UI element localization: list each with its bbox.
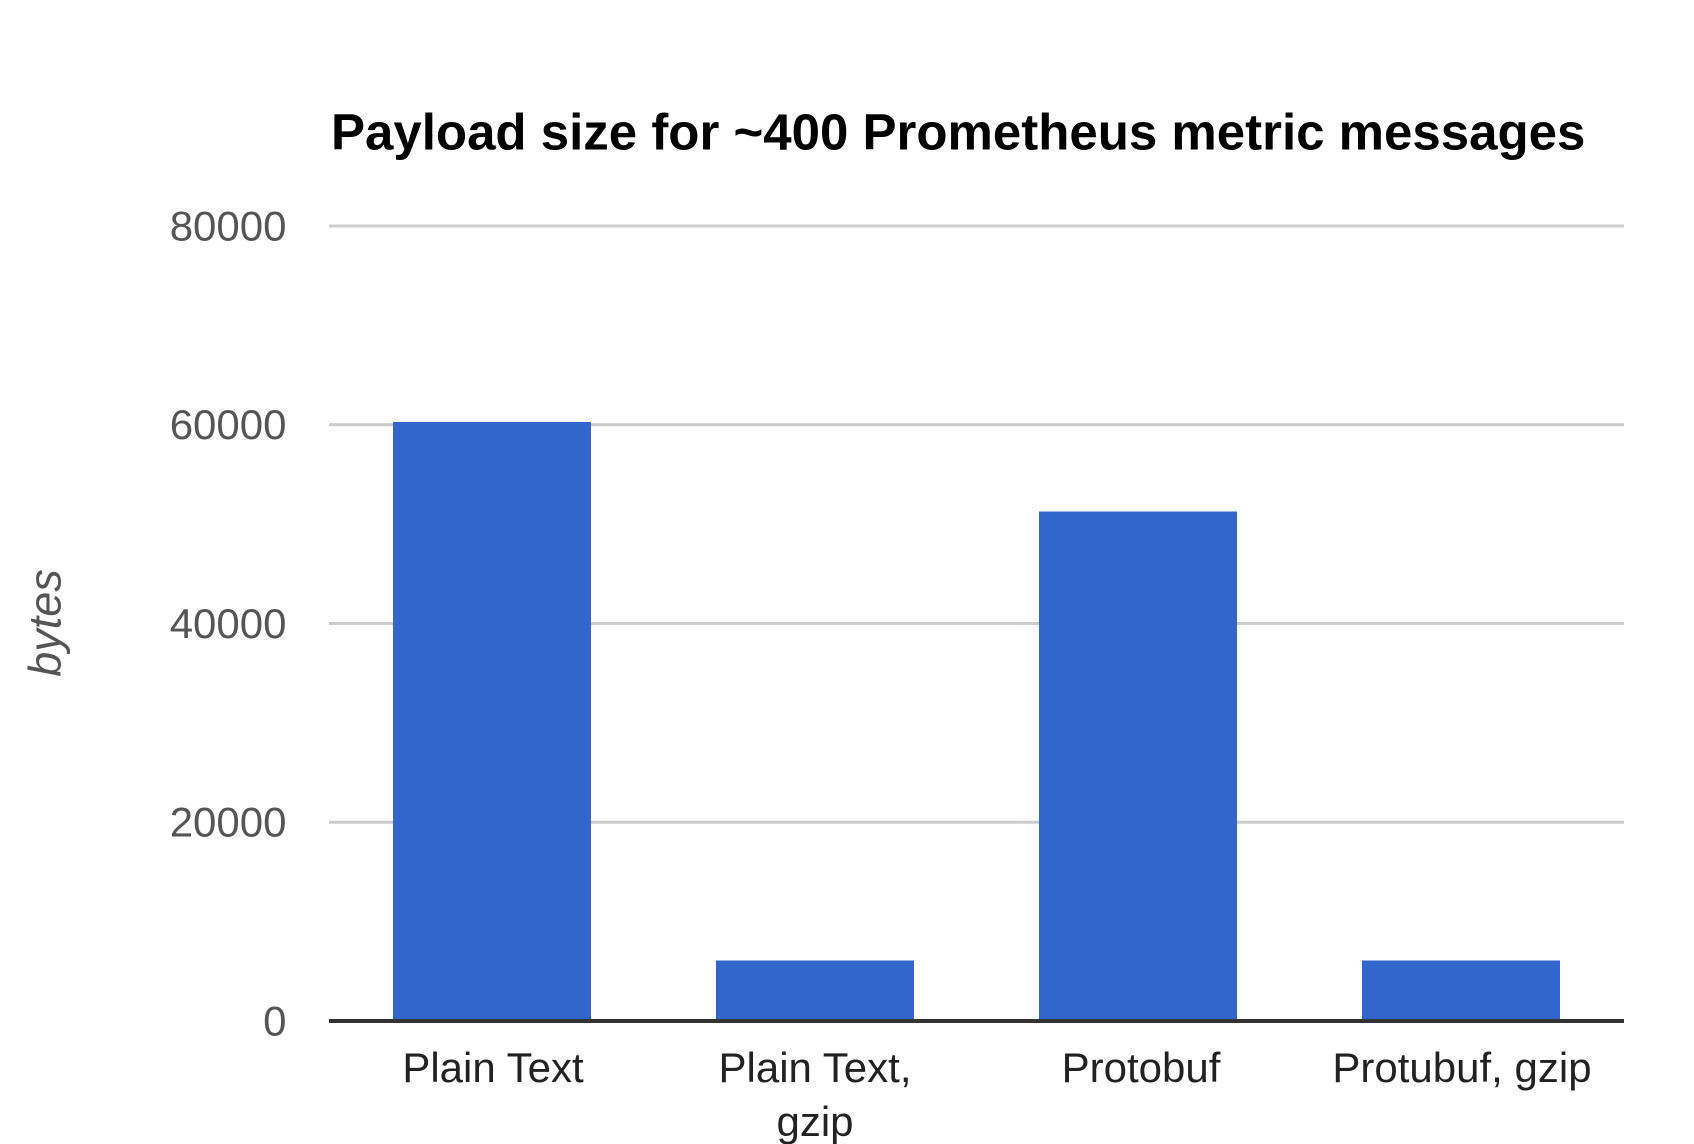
svg-text:Protubuf, gzip: Protubuf, gzip <box>1332 1044 1591 1091</box>
svg-text:gzip: gzip <box>776 1098 853 1144</box>
svg-text:60000: 60000 <box>170 401 287 448</box>
svg-text:bytes: bytes <box>20 569 71 677</box>
svg-text:80000: 80000 <box>170 203 287 250</box>
svg-text:Plain Text,: Plain Text, <box>719 1044 912 1091</box>
svg-text:Protobuf: Protobuf <box>1062 1044 1221 1091</box>
svg-text:20000: 20000 <box>170 799 287 846</box>
svg-text:0: 0 <box>263 998 286 1045</box>
svg-text:Payload size for ~400 Promethe: Payload size for ~400 Prometheus metric … <box>331 104 1585 161</box>
svg-text:Plain Text: Plain Text <box>402 1044 584 1091</box>
svg-text:40000: 40000 <box>170 600 287 647</box>
